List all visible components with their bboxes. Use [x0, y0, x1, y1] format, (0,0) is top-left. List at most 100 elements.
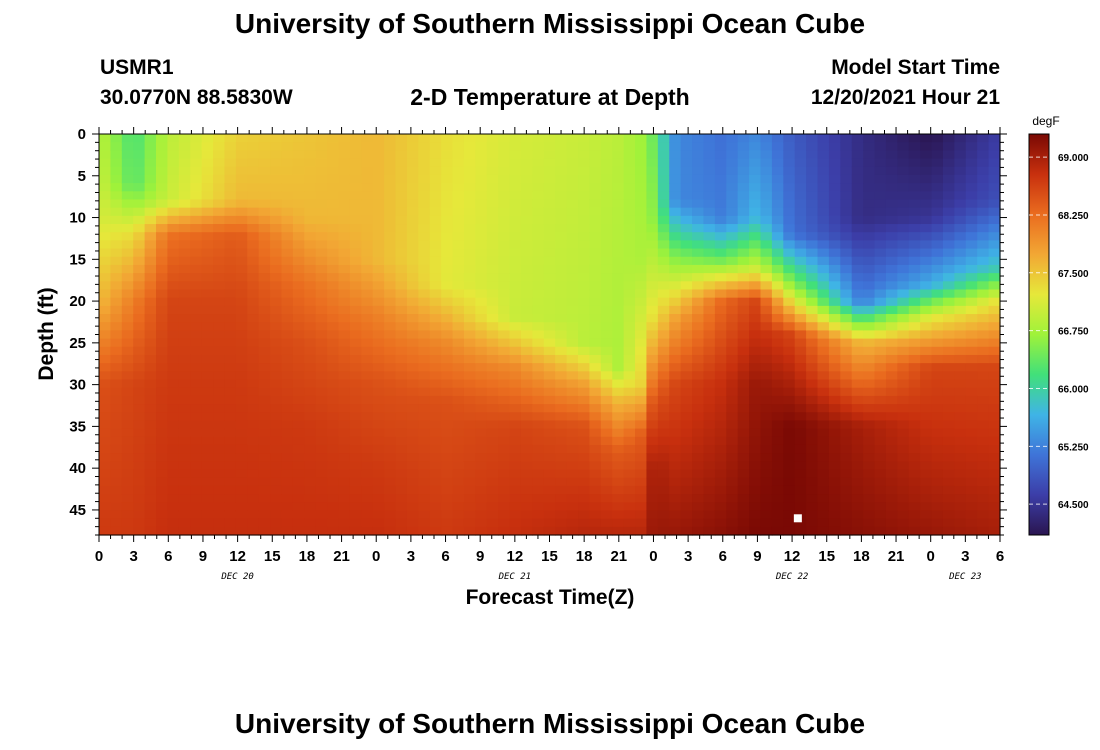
heatmap-cell	[178, 469, 191, 479]
heatmap-cell	[338, 379, 351, 389]
heatmap-cell	[452, 485, 465, 495]
heatmap-cell	[441, 371, 454, 381]
heatmap-cell	[349, 485, 362, 495]
heatmap-cell	[771, 142, 784, 151]
heatmap-cell	[726, 273, 739, 282]
heatmap-cell	[224, 510, 237, 520]
heatmap-cell	[144, 354, 157, 364]
heatmap-cell	[942, 191, 955, 201]
heatmap-cell	[874, 314, 887, 323]
heatmap-cell	[988, 387, 1001, 397]
heatmap-cell	[509, 150, 522, 160]
heatmap-cell	[931, 453, 944, 462]
heatmap-cell	[498, 150, 511, 160]
heatmap-cell	[612, 199, 625, 209]
heatmap-cell	[749, 371, 762, 381]
heatmap-cell	[304, 404, 317, 413]
heatmap-cell	[680, 166, 693, 176]
heatmap-cell	[988, 232, 1001, 241]
heatmap-cell	[897, 510, 910, 520]
heatmap-cell	[395, 428, 408, 438]
heatmap-cell	[589, 387, 602, 397]
heatmap-cell	[726, 191, 739, 201]
heatmap-cell	[190, 158, 203, 168]
heatmap-cell	[817, 395, 830, 405]
heatmap-cell	[133, 166, 146, 176]
heatmap-cell	[99, 494, 112, 503]
heatmap-cell	[475, 305, 488, 315]
heatmap-cell	[304, 371, 317, 381]
heatmap-cell	[520, 404, 533, 413]
heatmap-cell	[213, 428, 226, 438]
heatmap-cell	[509, 281, 522, 291]
heatmap-cell	[281, 150, 294, 160]
heatmap-cell	[99, 379, 112, 389]
heatmap-cell	[714, 444, 727, 454]
heatmap-cell	[988, 469, 1001, 479]
heatmap-cell	[543, 142, 556, 151]
heatmap-cell	[863, 338, 876, 348]
heatmap-cell	[635, 477, 648, 487]
heatmap-cell	[486, 232, 499, 241]
heatmap-cell	[897, 338, 910, 348]
heatmap-cell	[897, 142, 910, 151]
heatmap-cell	[543, 395, 556, 405]
heatmap-cell	[954, 289, 967, 299]
heatmap-cell	[669, 207, 682, 217]
heatmap-cell	[646, 224, 659, 233]
heatmap-cell	[988, 453, 1001, 462]
heatmap-cell	[942, 444, 955, 454]
heatmap-cell	[167, 199, 180, 209]
heatmap-cell	[760, 330, 773, 340]
heatmap-cell	[201, 273, 214, 282]
heatmap-cell	[543, 207, 556, 217]
heatmap-cell	[429, 256, 442, 266]
heatmap-cell	[167, 510, 180, 520]
heatmap-cell	[178, 199, 191, 209]
heatmap-cell	[669, 436, 682, 446]
heatmap-cell	[771, 134, 784, 143]
heatmap-cell	[167, 420, 180, 430]
heatmap-cell	[304, 183, 317, 192]
heatmap-cell	[395, 412, 408, 422]
heatmap-cell	[258, 494, 271, 503]
heatmap-cell	[372, 199, 385, 209]
heatmap-cell	[965, 183, 978, 192]
heatmap-cell	[840, 371, 853, 381]
heatmap-cell	[475, 387, 488, 397]
heatmap-cell	[714, 142, 727, 151]
heatmap-cell	[429, 264, 442, 274]
heatmap-cell	[612, 224, 625, 233]
heatmap-cell	[315, 453, 328, 462]
heatmap-cell	[931, 150, 944, 160]
heatmap-cell	[749, 297, 762, 307]
heatmap-cell	[281, 297, 294, 307]
heatmap-cell	[578, 346, 591, 356]
heatmap-cell	[270, 518, 283, 528]
heatmap-cell	[600, 207, 613, 217]
heatmap-cell	[977, 404, 990, 413]
heatmap-cell	[463, 404, 476, 413]
heatmap-cell	[589, 330, 602, 340]
heatmap-cell	[543, 363, 556, 372]
heatmap-cell	[851, 436, 864, 446]
heatmap-cell	[133, 281, 146, 291]
heatmap-cell	[144, 412, 157, 422]
heatmap-cell	[566, 436, 579, 446]
heatmap-cell	[167, 387, 180, 397]
heatmap-cell	[361, 273, 374, 282]
heatmap-cell	[498, 395, 511, 405]
heatmap-cell	[304, 444, 317, 454]
heatmap-cell	[224, 363, 237, 372]
heatmap-cell	[806, 461, 819, 471]
heatmap-cell	[589, 354, 602, 364]
heatmap-cell	[726, 150, 739, 160]
heatmap-cell	[441, 510, 454, 520]
heatmap-cell	[178, 420, 191, 430]
heatmap-cell	[635, 502, 648, 512]
heatmap-cell	[600, 518, 613, 528]
heatmap-cell	[771, 248, 784, 258]
heatmap-cell	[589, 322, 602, 331]
heatmap-cell	[441, 322, 454, 331]
heatmap-cell	[247, 305, 260, 315]
